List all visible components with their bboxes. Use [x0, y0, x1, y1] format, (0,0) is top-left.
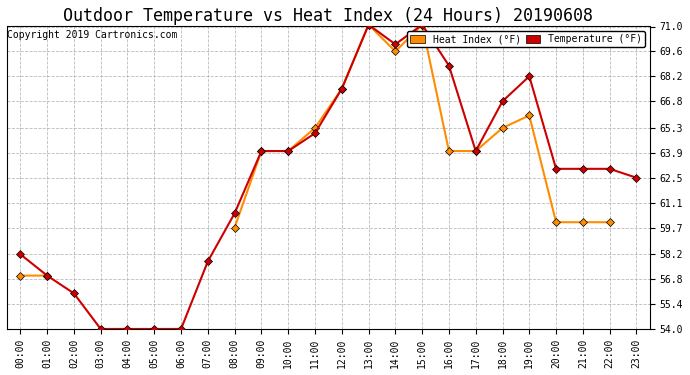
Legend: Heat Index (°F), Temperature (°F): Heat Index (°F), Temperature (°F) [407, 32, 645, 47]
Text: Copyright 2019 Cartronics.com: Copyright 2019 Cartronics.com [7, 30, 177, 39]
Title: Outdoor Temperature vs Heat Index (24 Hours) 20190608: Outdoor Temperature vs Heat Index (24 Ho… [63, 7, 593, 25]
